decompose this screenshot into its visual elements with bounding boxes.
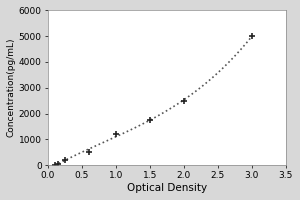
X-axis label: Optical Density: Optical Density <box>127 183 207 193</box>
Y-axis label: Concentration(pg/mL): Concentration(pg/mL) <box>7 38 16 137</box>
